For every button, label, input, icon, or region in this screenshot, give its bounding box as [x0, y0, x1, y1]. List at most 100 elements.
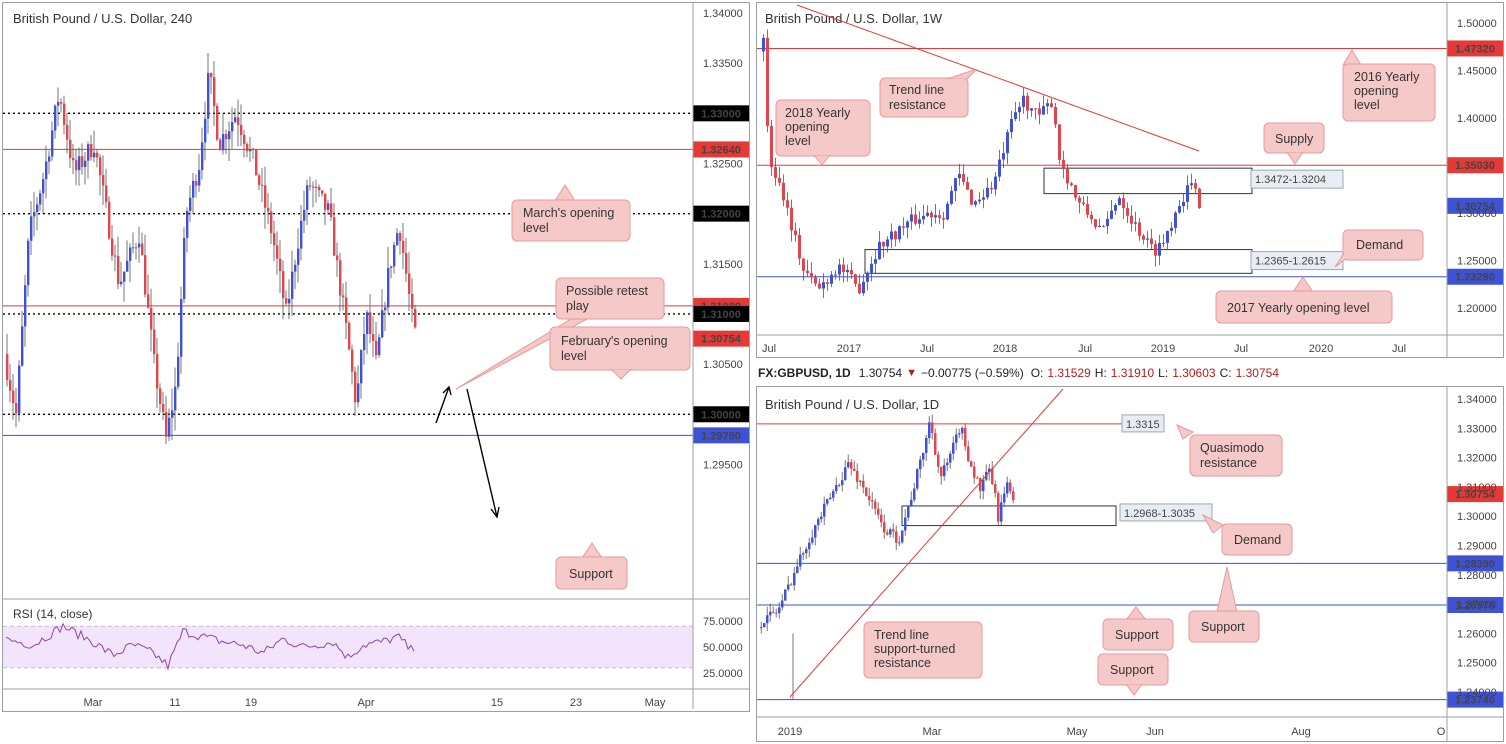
d-level-badge: 1.30754 — [1455, 489, 1496, 501]
callout-2016-line3: level — [1354, 98, 1380, 112]
w-candle-body — [1066, 168, 1069, 184]
h4-candle-body — [201, 142, 204, 171]
w-candle-body — [1026, 95, 1029, 111]
h4-candle-body — [267, 207, 270, 212]
h4-level-badge-bg — [693, 205, 749, 222]
d-candle-body — [796, 566, 799, 574]
d-candle-body — [976, 477, 979, 479]
h4-ytick: 1.31500 — [703, 259, 743, 271]
close-label: C: — [1219, 366, 1232, 380]
h4-candle-body — [138, 243, 141, 248]
w-candle-body — [818, 283, 821, 289]
h4-candle-body — [258, 175, 261, 185]
h4-candle-body — [216, 106, 219, 140]
h4-candle-body — [339, 260, 342, 296]
callout-trendd-line3: resistance — [874, 656, 931, 670]
h4-candle-body — [402, 240, 405, 254]
h4-candle-body — [108, 201, 111, 239]
h4-level-badge-bg — [693, 330, 749, 347]
h4-candle-body — [210, 73, 213, 78]
d-candle-body — [841, 480, 844, 486]
w-candle-body — [822, 282, 825, 289]
w-candle-body — [814, 276, 817, 284]
h4-candle-body — [354, 371, 357, 403]
d-candle-body — [805, 549, 808, 554]
d-candle-body — [994, 483, 997, 494]
down-triangle-icon: ▼ — [906, 367, 917, 379]
d-xtick: O — [1437, 726, 1446, 738]
h4-candle-body — [336, 255, 339, 261]
h4-candle-body — [345, 297, 348, 323]
w-candle-body — [1146, 238, 1149, 240]
w-candle-body — [846, 270, 849, 273]
h4-candle-body — [324, 193, 327, 210]
h4-candle-body — [159, 388, 162, 404]
w-level-badge-bg — [1447, 40, 1503, 57]
d-ytick: 1.24000 — [1457, 687, 1497, 699]
h4-candle-body — [132, 247, 135, 249]
h4-candle-body — [261, 184, 264, 186]
h4-candle-body — [9, 380, 12, 391]
daily-header-bar: FX:GBPUSD, 1D 1.30754 ▼ −0.00775 (−0.59%… — [756, 362, 1504, 384]
d-xtick: 2019 — [778, 726, 802, 738]
w-candle-body — [1038, 108, 1041, 115]
d-ytick: 1.29000 — [1457, 541, 1497, 553]
callout-demand-daily: Demand — [1201, 513, 1293, 556]
d-candle-body — [802, 553, 805, 555]
h4-candle-body — [54, 105, 57, 131]
w-candle-body — [1142, 235, 1145, 240]
w-candle-body — [974, 201, 977, 205]
h4-candle-body — [288, 298, 291, 304]
h4-chart-panel[interactable]: 1.330001.326401.320001.310801.310001.307… — [2, 2, 750, 712]
callout-trend-resistance: Trend line resistance — [879, 68, 978, 118]
d-xtick: Mar — [923, 726, 942, 738]
close-value: 1.30754 — [1235, 366, 1279, 380]
w-level-badge-bg — [1447, 268, 1503, 285]
d-candle-body — [982, 479, 985, 492]
d-candle-body — [868, 495, 871, 501]
h4-xtick: May — [645, 697, 666, 709]
w-candle-body — [862, 281, 865, 294]
w-candle-body — [826, 282, 829, 284]
h4-candle-body — [105, 185, 108, 202]
w-xtick: Jul — [920, 343, 934, 355]
callout-support-a: Support — [1102, 606, 1174, 651]
daily-chart-panel[interactable]: 1.30754 1.28390 1.26970 1.23740 1.3315 1.296… — [756, 386, 1504, 742]
open-value: 1.31529 — [1047, 366, 1091, 380]
w-level-badge: 1.47320 — [1455, 43, 1495, 55]
w-xtick: 2018 — [993, 343, 1017, 355]
h4-candle-body — [363, 334, 366, 351]
w-candle-body — [954, 178, 957, 191]
w-candle-body — [770, 125, 773, 168]
h4-level-badge: 1.30754 — [701, 334, 742, 346]
h4-candle-body — [213, 77, 216, 107]
h4-candle-body — [384, 307, 387, 311]
h4-candle-body — [189, 197, 192, 211]
weekly-chart-panel[interactable]: 1.47320 1.35030 1.30754 1.23290 1.3472-1.32… — [756, 2, 1504, 358]
d-candle-body — [814, 525, 817, 538]
d-ytick: 1.33000 — [1457, 423, 1497, 435]
callout-2016-yearly: 2016 Yearly opening level — [1342, 49, 1436, 122]
h4-xtick: 19 — [245, 697, 257, 709]
w-candle-body — [1186, 185, 1189, 202]
h4-candle-body — [360, 350, 363, 384]
h4-candle-body — [321, 190, 324, 194]
h4-candle-body — [264, 185, 267, 208]
daily-chart: 1.30754 1.28390 1.26970 1.23740 1.3315 1.296… — [757, 387, 1503, 741]
d-candle-body — [928, 422, 931, 439]
h4-candle-body — [240, 124, 243, 135]
h4-candle-body — [30, 216, 33, 241]
d-candle-body — [970, 461, 973, 467]
h4-candle-body — [144, 255, 147, 295]
w-candle-body — [1010, 119, 1013, 133]
d-level-badge: 1.23740 — [1455, 695, 1495, 707]
low-value: 1.30603 — [1172, 366, 1216, 380]
h4-candle-body — [378, 337, 381, 356]
w-candle-body — [838, 264, 841, 275]
d-candle-body — [934, 433, 937, 455]
h4-candle-body — [351, 349, 354, 372]
h4-candle-body — [411, 293, 414, 309]
h4-candle-body — [57, 102, 60, 106]
